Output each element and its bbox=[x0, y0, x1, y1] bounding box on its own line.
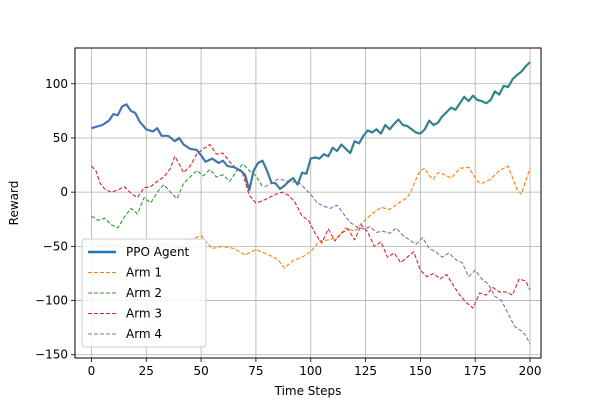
plot-frame bbox=[74, 47, 542, 359]
legend-box bbox=[81, 238, 207, 348]
series-line-arm-2 bbox=[91, 163, 263, 229]
y-tick-label: −100 bbox=[35, 294, 68, 308]
x-tick-label: 75 bbox=[248, 364, 263, 378]
x-axis-label: Time Steps bbox=[274, 384, 342, 398]
y-axis-label: Reward bbox=[7, 181, 21, 226]
y-tick-label: 0 bbox=[60, 185, 68, 199]
legend-label: PPO Agent bbox=[126, 245, 190, 259]
x-tick-label: 125 bbox=[354, 364, 377, 378]
series-line-arm-3 bbox=[91, 143, 531, 309]
x-tick-label: 0 bbox=[88, 364, 96, 378]
x-tick-label: 150 bbox=[409, 364, 432, 378]
grid-lines bbox=[75, 48, 541, 358]
x-tick-label: 50 bbox=[193, 364, 208, 378]
legend-label: Arm 3 bbox=[126, 307, 162, 321]
y-tick-label: −150 bbox=[35, 348, 68, 362]
legend-label: Arm 1 bbox=[126, 266, 162, 280]
y-tick-label: 50 bbox=[53, 131, 68, 145]
series-line-ppo-agent bbox=[91, 61, 531, 192]
x-tick-label: 25 bbox=[139, 364, 154, 378]
legend: PPO Agent Arm 1 Arm 2 Arm 3 Arm 4 bbox=[81, 238, 207, 348]
legend-label: Arm 4 bbox=[126, 327, 162, 341]
series-line-arm-4 bbox=[264, 178, 531, 345]
axis-ticks: 0 25 50 75 100 125 150 175 200 −150 −100 −50 0 50 100 bbox=[35, 77, 541, 378]
y-tick-label: 100 bbox=[45, 77, 68, 91]
x-tick-label: 175 bbox=[464, 364, 487, 378]
x-tick-label: 100 bbox=[299, 364, 322, 378]
x-tick-label: 200 bbox=[519, 364, 542, 378]
legend-label: Arm 2 bbox=[126, 286, 162, 300]
y-tick-label: −50 bbox=[43, 239, 68, 253]
